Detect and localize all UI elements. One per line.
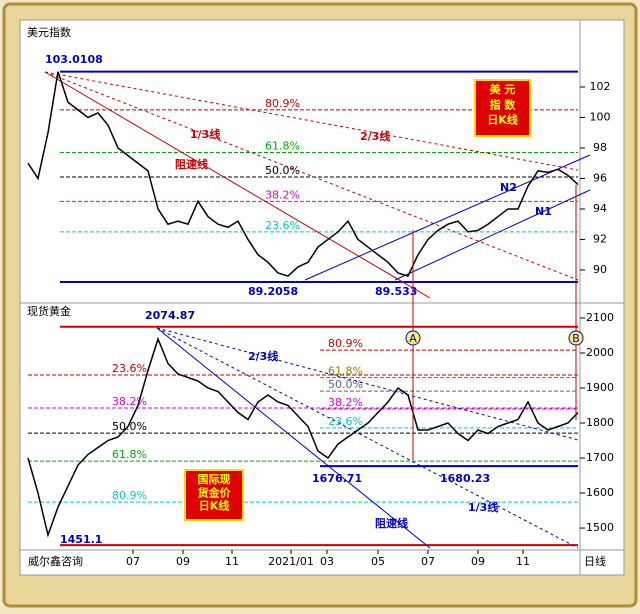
level-label: 80.9% (328, 337, 363, 350)
level-label: 38.2% (265, 188, 300, 201)
trend-line (156, 327, 431, 549)
level-label: 50.0% (265, 164, 300, 177)
y-tick-label: 90 (593, 263, 607, 276)
badge-text: 日K线 (199, 499, 230, 513)
trend-label: N1 (535, 205, 552, 218)
level-label: 50.0% (112, 420, 147, 433)
level-label: 61.8% (328, 364, 363, 377)
x-tick-label: 05 (371, 555, 385, 568)
trend-line (394, 189, 591, 281)
marker-label: A (409, 332, 417, 345)
trend-line (304, 154, 591, 281)
level-label: 38.2% (328, 396, 363, 409)
y-tick-label: 98 (593, 141, 607, 154)
panel-title: 美元指数 (27, 25, 71, 39)
trend-line (156, 327, 579, 441)
price-label: 1451.1 (60, 533, 102, 546)
price-line (27, 71, 579, 277)
badge-text: 国际现 (198, 472, 231, 486)
y-tick-label: 1500 (586, 521, 614, 534)
y-tick-label: 102 (590, 80, 611, 93)
price-label: 89.2058 (248, 285, 298, 298)
level-label: 23.6% (328, 415, 363, 428)
price-label: 1680.23 (440, 472, 490, 485)
level-label: 23.6% (265, 219, 300, 232)
source: 威尔鑫咨询 (28, 554, 83, 568)
level-label: 61.8% (112, 448, 147, 461)
trend-label: 1/3线 (468, 500, 498, 514)
badge-text: 指 数 (490, 97, 517, 111)
badge-text: 货金价 (197, 485, 232, 499)
y-tick-label: 92 (593, 232, 607, 245)
trend-label: 1/3线 (190, 127, 220, 141)
marker-label: B (572, 332, 580, 345)
badge (184, 469, 244, 521)
trend-line (44, 71, 431, 299)
price-label: 103.0108 (45, 53, 103, 66)
plot-bg (19, 19, 625, 576)
y-tick-label: 100 (590, 110, 611, 123)
level-label: 80.9% (112, 489, 147, 502)
badge-text: 美 元 (490, 82, 516, 96)
x-tick-label: 07 (126, 555, 140, 568)
y-tick-label: 2000 (586, 346, 614, 359)
level-label: 23.6% (112, 362, 147, 375)
period: 日线 (584, 554, 606, 568)
x-tick-label: 2021/01 (268, 555, 314, 568)
marker (568, 330, 584, 346)
badge (474, 79, 531, 137)
level-label: 38.2% (112, 395, 147, 408)
y-tick-label: 2100 (586, 311, 614, 324)
y-tick-label: 1900 (586, 381, 614, 394)
trend-label: 2/3线 (248, 349, 278, 363)
trend-line (44, 71, 579, 281)
y-tick-label: 1700 (586, 451, 614, 464)
level-label: 80.9% (265, 97, 300, 110)
panel-title: 现货黄金 (27, 304, 71, 318)
x-tick-label: 07 (421, 555, 435, 568)
badge-text: 日K线 (487, 113, 518, 127)
x-tick-label: 11 (225, 555, 239, 568)
y-tick-label: 1600 (586, 486, 614, 499)
x-tick-label: 11 (516, 555, 530, 568)
x-tick-label: 09 (176, 555, 190, 568)
y-tick-label: 94 (593, 202, 607, 215)
trend-label: N2 (500, 181, 517, 194)
level-label: 61.8% (265, 140, 300, 153)
y-tick-label: 1800 (586, 416, 614, 429)
trend-label: 阻速线 (375, 516, 408, 530)
price-line (27, 336, 579, 538)
y-tick-label: 96 (593, 171, 607, 184)
trend-line (156, 327, 579, 549)
trend-label: 阻速线 (175, 157, 208, 171)
trend-line (44, 71, 579, 171)
marker (405, 330, 421, 346)
x-tick-label: 03 (320, 555, 334, 568)
trend-label: 2/3线 (360, 129, 390, 143)
price-label: 89.533 (375, 285, 417, 298)
price-label: 2074.87 (145, 309, 195, 322)
level-label: 50.0% (328, 378, 363, 391)
x-tick-label: 09 (471, 555, 485, 568)
price-label: 1676.71 (312, 472, 362, 485)
